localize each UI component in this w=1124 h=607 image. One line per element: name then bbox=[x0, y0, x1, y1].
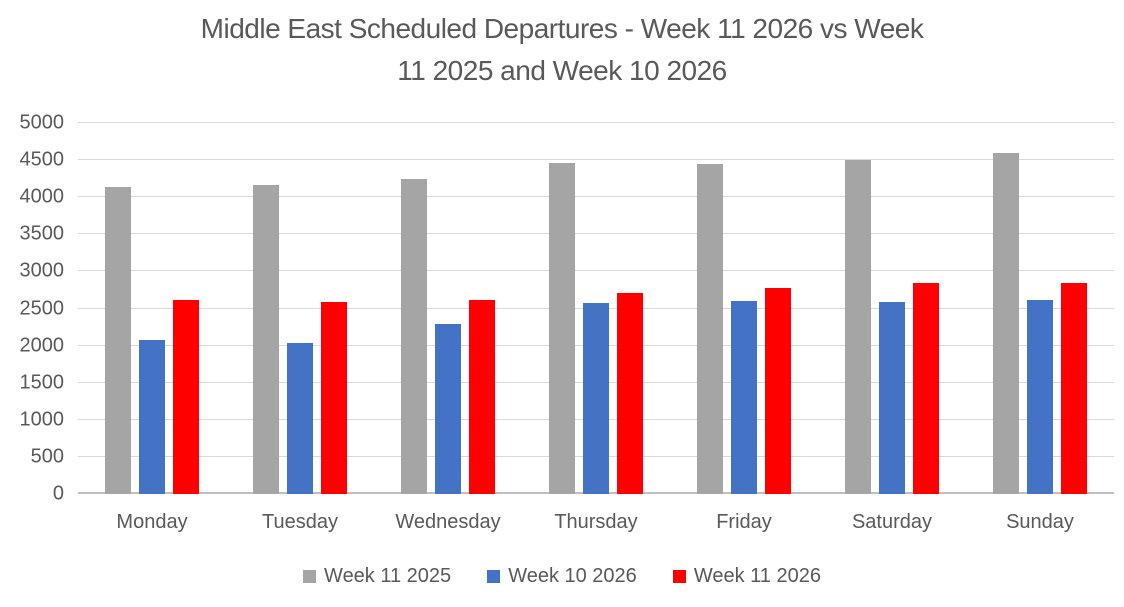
y-tick-label-3500: 3500 bbox=[19, 222, 65, 245]
bar-sunday-week-11-2026 bbox=[1061, 283, 1087, 494]
bar-wednesday-week-11-2026 bbox=[469, 300, 495, 494]
bar-thursday-week-11-2025 bbox=[549, 163, 575, 494]
bar-saturday-week-11-2026 bbox=[913, 283, 939, 494]
bar-tuesday-week-11-2025 bbox=[253, 184, 279, 494]
x-axis-label-monday: Monday bbox=[116, 511, 188, 533]
x-axis-label-saturday: Saturday bbox=[851, 511, 933, 533]
x-axis-label-tuesday: Tuesday bbox=[262, 511, 338, 533]
x-axis-label-sunday: Sunday bbox=[1006, 511, 1074, 533]
y-tick-label-0: 0 bbox=[52, 482, 64, 505]
y-tick-label-500: 500 bbox=[30, 445, 64, 468]
bar-friday-week-11-2026 bbox=[765, 288, 791, 494]
legend-label: Week 10 2026 bbox=[508, 565, 637, 587]
bar-tuesday-week-11-2026 bbox=[321, 301, 347, 494]
bar-sunday-week-11-2025 bbox=[993, 152, 1019, 494]
legend-swatch-icon bbox=[487, 570, 501, 583]
y-tick-label-4000: 4000 bbox=[19, 185, 65, 208]
legend-label: Week 11 2025 bbox=[324, 565, 452, 587]
bar-thursday-week-11-2026 bbox=[617, 292, 643, 494]
chart-title-line-2: 11 2025 and Week 10 2026 bbox=[397, 55, 727, 86]
bar-group-thursday bbox=[522, 123, 670, 494]
gridline-3500 bbox=[78, 233, 1114, 235]
bar-wednesday-week-11-2025 bbox=[401, 178, 427, 494]
legend-item-week-10-2026: Week 10 2026 bbox=[487, 565, 637, 588]
legend-item-week-11-2025: Week 11 2025 bbox=[303, 565, 451, 588]
plot-area: 0 500 1000 1500 2000 2500 3000 3500 4000 4500 5000 bbox=[20, 112, 1114, 505]
bar-friday-week-11-2025 bbox=[697, 163, 723, 494]
bar-group-saturday bbox=[818, 123, 966, 494]
x-axis-label-wednesday: Wednesday bbox=[395, 511, 501, 533]
gridline-4000 bbox=[78, 196, 1114, 198]
bar-group-tuesday bbox=[226, 123, 374, 494]
bar-wednesday-week-10-2026 bbox=[435, 324, 461, 494]
x-axis-label-friday: Friday bbox=[716, 511, 772, 533]
bar-group-wednesday bbox=[374, 123, 522, 494]
y-tick-label-2500: 2500 bbox=[19, 297, 65, 319]
bar-sunday-week-10-2026 bbox=[1027, 299, 1053, 494]
chart-title: Middle East Scheduled Departures - Week … bbox=[0, 8, 1124, 92]
bar-tuesday-week-10-2026 bbox=[287, 342, 313, 494]
bar-saturday-week-11-2025 bbox=[845, 160, 871, 494]
gridline-4500 bbox=[78, 159, 1114, 161]
legend-swatch-icon bbox=[303, 570, 317, 583]
bar-monday-week-11-2026 bbox=[173, 299, 199, 494]
bar-group-monday bbox=[78, 123, 226, 494]
bar-group-friday bbox=[670, 123, 818, 494]
bar-group-sunday bbox=[966, 123, 1114, 494]
legend: Week 11 2025 Week 10 2026 Week 11 2026 bbox=[0, 565, 1124, 588]
x-axis-labels: Monday Tuesday Wednesday Thursday Friday Satu… bbox=[78, 511, 1114, 534]
legend-swatch-icon bbox=[672, 570, 686, 583]
y-tick-label-4500: 4500 bbox=[19, 148, 65, 171]
gridline-3000 bbox=[78, 270, 1114, 272]
bar-saturday-week-10-2026 bbox=[879, 301, 905, 494]
y-tick-label-2000: 2000 bbox=[19, 334, 65, 357]
bar-monday-week-10-2026 bbox=[139, 339, 165, 494]
x-axis-label-thursday: Thursday bbox=[554, 511, 638, 533]
legend-label: Week 11 2026 bbox=[693, 565, 821, 587]
bar-monday-week-11-2025 bbox=[105, 186, 131, 494]
bar-thursday-week-10-2026 bbox=[583, 302, 609, 494]
y-tick-label-3000: 3000 bbox=[19, 259, 65, 282]
bar-friday-week-10-2026 bbox=[731, 301, 757, 494]
chart-title-line-1: Middle East Scheduled Departures - Week … bbox=[200, 13, 924, 44]
y-tick-label-1000: 1000 bbox=[19, 408, 65, 431]
bar-groups bbox=[78, 123, 1114, 494]
y-tick-label-1500: 1500 bbox=[19, 371, 65, 394]
legend-item-week-11-2026: Week 11 2026 bbox=[672, 565, 821, 588]
gridline-5000 bbox=[78, 122, 1114, 123]
y-tick-label-5000: 5000 bbox=[19, 111, 65, 134]
